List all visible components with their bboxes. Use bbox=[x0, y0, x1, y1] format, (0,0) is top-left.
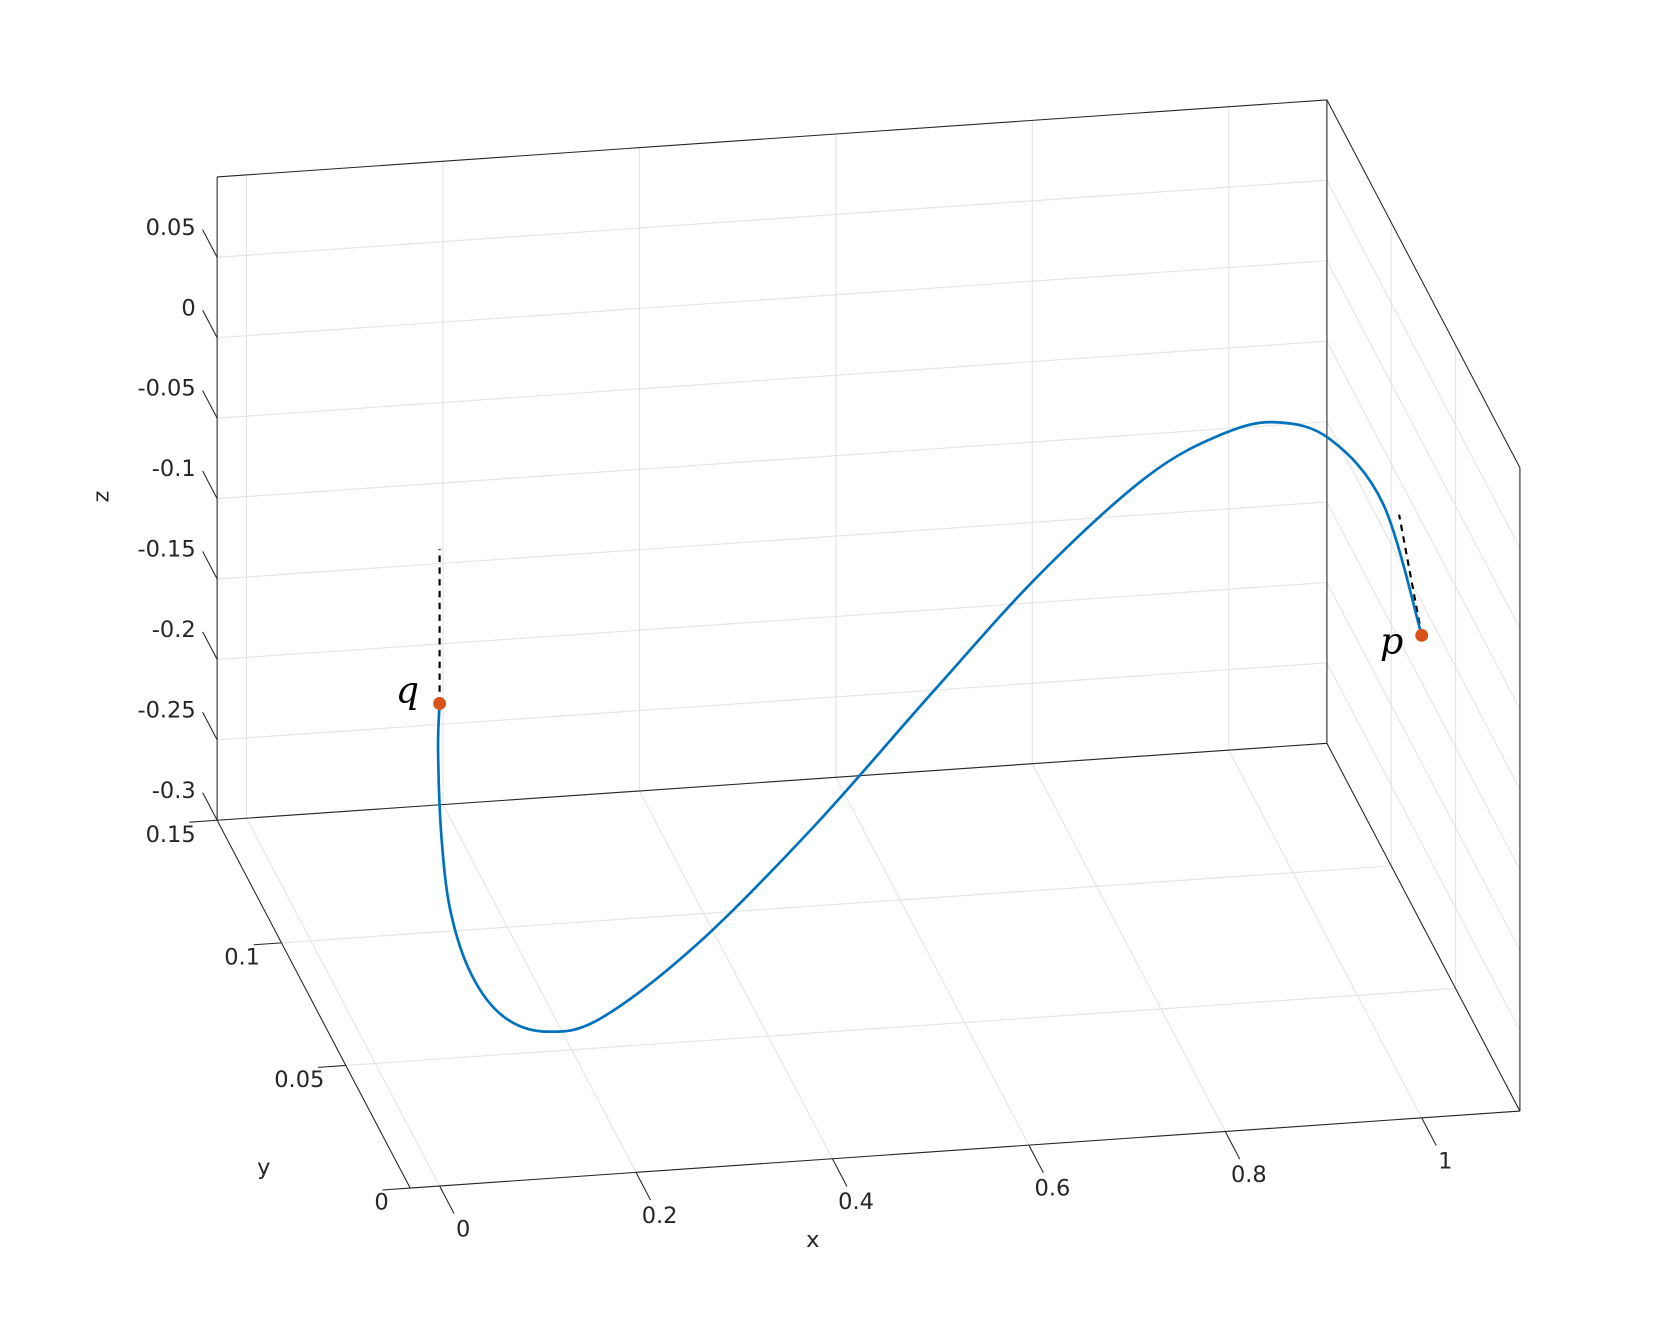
box-edge bbox=[1326, 743, 1521, 1112]
grid-line bbox=[442, 804, 637, 1173]
x-tick-label: 0.6 bbox=[1035, 1176, 1071, 1202]
y-tick-label: 0 bbox=[374, 1190, 388, 1216]
z-tick-label: -0.1 bbox=[152, 456, 196, 482]
grid-line bbox=[1326, 582, 1521, 951]
y-axis-label: y bbox=[257, 1154, 270, 1180]
x-tick-label: 0.4 bbox=[838, 1189, 874, 1215]
z-tick bbox=[202, 792, 218, 821]
x-tick-label: 0 bbox=[456, 1216, 470, 1242]
endpoint bbox=[433, 697, 447, 710]
box-edge bbox=[217, 742, 1327, 821]
curve bbox=[436, 420, 1424, 1034]
y-tick bbox=[189, 819, 218, 823]
z-tick-label: -0.05 bbox=[137, 376, 195, 402]
frame-layer bbox=[189, 99, 1521, 1214]
box-edge bbox=[410, 1110, 1520, 1189]
y-tick-label: 0.1 bbox=[224, 944, 260, 970]
x-tick-label: 0.2 bbox=[642, 1203, 678, 1229]
grid-line bbox=[345, 987, 1456, 1066]
grid-line bbox=[1326, 340, 1521, 710]
x-axis-label: x bbox=[806, 1227, 819, 1253]
x-tick bbox=[1028, 1144, 1044, 1173]
endpoint bbox=[1415, 628, 1429, 642]
grid-line bbox=[217, 501, 1327, 580]
x-tick bbox=[1224, 1131, 1241, 1160]
grid-line bbox=[281, 865, 1392, 944]
grid-line bbox=[246, 817, 441, 1187]
grid-line bbox=[1326, 421, 1521, 790]
z-tick-label: 0.05 bbox=[146, 215, 196, 241]
y-tick bbox=[382, 1187, 411, 1191]
z-tick bbox=[202, 229, 218, 258]
x-tick bbox=[1421, 1117, 1437, 1146]
grid-line bbox=[1031, 763, 1226, 1132]
mark-layer: pq bbox=[396, 420, 1429, 1034]
z-tick-label: -0.15 bbox=[137, 537, 195, 563]
box-edge bbox=[216, 820, 411, 1189]
grid-line bbox=[217, 662, 1327, 741]
y-tick-label: 0.15 bbox=[146, 822, 196, 848]
z-tick bbox=[202, 309, 218, 339]
grid-line bbox=[217, 421, 1327, 500]
grid-line bbox=[217, 340, 1327, 419]
endpoint-label: p bbox=[1380, 619, 1403, 662]
grid-line bbox=[1326, 501, 1521, 871]
endpoint-label: q bbox=[396, 668, 419, 711]
x-tick bbox=[831, 1158, 848, 1187]
box-edge bbox=[1326, 99, 1521, 468]
z-tick bbox=[202, 551, 218, 580]
grid-line bbox=[1326, 180, 1521, 549]
z-tick-label: -0.3 bbox=[152, 778, 196, 804]
z-tick-label: 0 bbox=[181, 295, 195, 321]
grid-line bbox=[835, 777, 1030, 1146]
y-tick bbox=[318, 1064, 346, 1068]
grid-line bbox=[217, 179, 1327, 258]
y-tick-label: 0.05 bbox=[274, 1067, 324, 1093]
grid-line bbox=[638, 790, 833, 1160]
grid-line bbox=[1326, 260, 1521, 629]
x-tick bbox=[635, 1172, 651, 1201]
z-tick-label: -0.25 bbox=[137, 697, 195, 723]
x-tick-label: 1 bbox=[1438, 1148, 1452, 1174]
z-tick bbox=[202, 631, 218, 660]
grid-line bbox=[217, 581, 1327, 660]
tangent-line bbox=[1398, 514, 1423, 636]
grid-line bbox=[217, 260, 1327, 339]
x-tick bbox=[439, 1185, 455, 1214]
box-edge bbox=[217, 99, 1327, 178]
z-axis-label: z bbox=[88, 491, 114, 503]
z-tick bbox=[202, 712, 218, 741]
grid-line bbox=[1326, 662, 1521, 1031]
z-tick bbox=[202, 390, 218, 419]
y-tick bbox=[253, 942, 282, 946]
x-tick-label: 0.8 bbox=[1231, 1162, 1267, 1188]
grid-line bbox=[1228, 749, 1423, 1119]
z-tick bbox=[202, 470, 218, 499]
z-tick-label: -0.2 bbox=[152, 617, 196, 643]
